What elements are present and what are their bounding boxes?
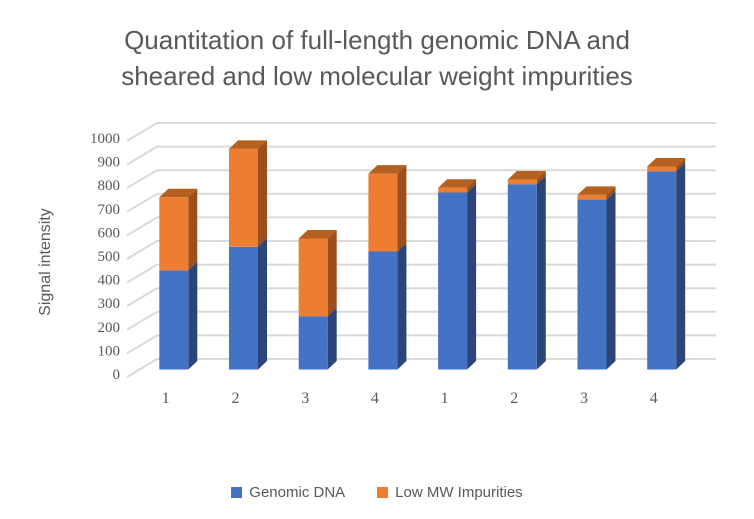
y-tick-label: 600 bbox=[98, 225, 121, 241]
chart-title-line2: sheared and low molecular weight impurit… bbox=[121, 61, 633, 91]
x-category-label: 2 bbox=[232, 390, 240, 407]
bar-segment-genomic-dna bbox=[159, 270, 189, 370]
bar-top-face bbox=[507, 171, 546, 180]
y-tick-label: 800 bbox=[98, 178, 121, 194]
bar-segment-genomic-dna bbox=[577, 199, 607, 370]
bar-side-face-orange bbox=[327, 230, 337, 317]
legend-label: Low MW Impurities bbox=[395, 484, 523, 501]
y-tick-label: 400 bbox=[98, 273, 121, 289]
y-tick-connector bbox=[126, 145, 158, 166]
y-tick-label: 700 bbox=[98, 202, 121, 218]
bar-segment-genomic-dna bbox=[647, 171, 677, 370]
bar-side-face-orange bbox=[397, 165, 407, 252]
legend-item-low-mw-impurities: Low MW Impurities bbox=[377, 484, 523, 501]
bar-segment-low-mw-impurities bbox=[368, 173, 398, 252]
chart-title: Quantitation of full-length genomic DNA … bbox=[0, 22, 754, 94]
y-tick-label: 0 bbox=[113, 367, 121, 383]
bar-segment-low-mw-impurities bbox=[577, 194, 607, 200]
bar-segment-genomic-dna bbox=[368, 251, 398, 370]
bar-side-face-blue bbox=[188, 261, 198, 370]
y-tick-connector bbox=[126, 310, 158, 331]
bar-side-face-orange bbox=[606, 186, 616, 200]
bar-segment-low-mw-impurities bbox=[647, 166, 677, 172]
x-category-label: 1 bbox=[441, 390, 449, 407]
x-category-label: 3 bbox=[301, 390, 309, 407]
legend-item-genomic-dna: Genomic DNA bbox=[231, 484, 345, 501]
y-tick-connector bbox=[126, 287, 158, 308]
y-tick-label: 300 bbox=[98, 296, 121, 312]
y-tick-label: 900 bbox=[98, 155, 121, 171]
bar-segment-genomic-dna bbox=[438, 192, 468, 370]
y-tick-label: 200 bbox=[98, 320, 121, 336]
y-tick-label: 1000 bbox=[90, 131, 120, 147]
y-tick-connector bbox=[126, 358, 158, 378]
bar-side-face-orange bbox=[676, 158, 686, 172]
bar-segment-low-mw-impurities bbox=[159, 197, 189, 271]
bar-side-face-blue bbox=[467, 184, 477, 370]
bar-side-face-blue bbox=[258, 238, 267, 370]
chart-title-line1: Quantitation of full-length genomic DNA … bbox=[124, 25, 630, 55]
bar-side-face-blue bbox=[327, 307, 337, 370]
bar-segment-low-mw-impurities bbox=[438, 187, 468, 193]
x-category-label: 1 bbox=[162, 390, 170, 407]
y-tick-connector bbox=[126, 334, 158, 355]
bar-segment-low-mw-impurities bbox=[507, 179, 537, 185]
bar-side-face-blue bbox=[536, 175, 546, 370]
bar-side-face-blue bbox=[606, 191, 616, 370]
bar-top-face bbox=[438, 179, 477, 188]
bar-segment-genomic-dna bbox=[507, 184, 537, 370]
bar-side-face-blue bbox=[397, 243, 407, 370]
y-tick-connector bbox=[126, 240, 158, 260]
bar-segment-genomic-dna bbox=[298, 316, 328, 370]
y-tick-connector bbox=[126, 169, 158, 190]
y-tick-label: 500 bbox=[98, 249, 121, 265]
bar-side-face-orange bbox=[188, 188, 198, 271]
y-tick-connector bbox=[126, 122, 158, 142]
x-category-label: 2 bbox=[510, 390, 518, 407]
legend-label: Genomic DNA bbox=[249, 484, 346, 501]
bar-segment-low-mw-impurities bbox=[229, 148, 258, 247]
y-tick-connector bbox=[126, 263, 158, 284]
x-category-label: 3 bbox=[580, 390, 588, 407]
bar-top-face bbox=[647, 158, 686, 167]
bar-top-face bbox=[368, 165, 407, 174]
x-category-label: 4 bbox=[650, 390, 658, 407]
bar-top-face bbox=[229, 140, 267, 149]
bar-side-face-orange bbox=[467, 179, 477, 193]
legend-swatch-orange-icon bbox=[377, 487, 389, 498]
y-tick-connector bbox=[126, 192, 158, 213]
bar-top-face bbox=[298, 230, 337, 239]
legend-swatch-blue-icon bbox=[231, 487, 243, 498]
bar-top-face bbox=[159, 188, 198, 198]
x-category-label: 4 bbox=[371, 390, 379, 407]
bar-side-face-blue bbox=[676, 162, 686, 370]
y-tick-connector bbox=[126, 216, 158, 237]
bar-side-face-orange bbox=[258, 140, 267, 247]
bar-segment-genomic-dna bbox=[229, 246, 258, 370]
bar-side-face-orange bbox=[536, 171, 546, 185]
y-tick-label: 100 bbox=[98, 343, 121, 359]
bar-top-face bbox=[577, 186, 616, 195]
legend: Genomic DNA Low MW Impurities bbox=[0, 484, 754, 501]
bar-segment-low-mw-impurities bbox=[298, 238, 328, 317]
